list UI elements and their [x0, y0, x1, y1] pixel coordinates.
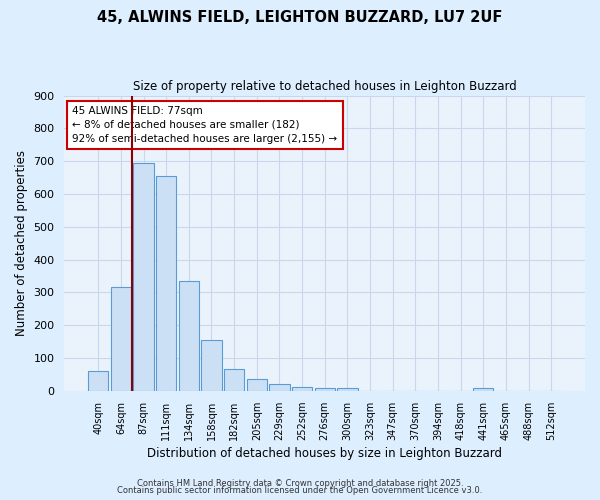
Bar [292, 387, 312, 391]
Text: Contains HM Land Registry data © Crown copyright and database right 2025.: Contains HM Land Registry data © Crown c… [137, 478, 463, 488]
Bar [201, 340, 221, 391]
Bar [179, 281, 199, 391]
Bar [88, 371, 109, 391]
Bar [247, 380, 267, 391]
Text: Contains public sector information licensed under the Open Government Licence v3: Contains public sector information licen… [118, 486, 482, 495]
Text: 45, ALWINS FIELD, LEIGHTON BUZZARD, LU7 2UF: 45, ALWINS FIELD, LEIGHTON BUZZARD, LU7 … [97, 10, 503, 25]
Bar [111, 288, 131, 391]
Text: 45 ALWINS FIELD: 77sqm
← 8% of detached houses are smaller (182)
92% of semi-det: 45 ALWINS FIELD: 77sqm ← 8% of detached … [72, 106, 337, 144]
Bar [269, 384, 290, 391]
Bar [314, 388, 335, 391]
Bar [337, 388, 358, 391]
Bar [473, 388, 493, 391]
Bar [133, 163, 154, 391]
Bar [156, 176, 176, 391]
X-axis label: Distribution of detached houses by size in Leighton Buzzard: Distribution of detached houses by size … [147, 447, 502, 460]
Bar [224, 368, 244, 391]
Title: Size of property relative to detached houses in Leighton Buzzard: Size of property relative to detached ho… [133, 80, 517, 93]
Y-axis label: Number of detached properties: Number of detached properties [15, 150, 28, 336]
